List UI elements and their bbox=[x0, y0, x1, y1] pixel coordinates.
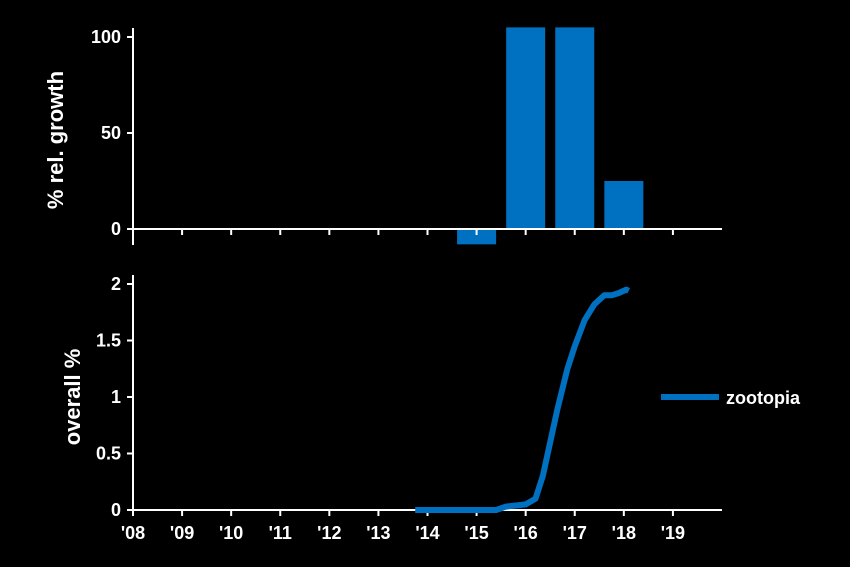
bottom-x-ticks: '08 '09 '10 '11 '12 '13 '14 '15 '16 '17 '18 '19 bbox=[121, 510, 685, 543]
legend: zootopia bbox=[661, 388, 801, 408]
top-y-tick-label-1: 50 bbox=[101, 123, 121, 143]
top-x-ticks bbox=[132, 229, 674, 235]
x-tick-label-2016: '16 bbox=[514, 523, 538, 543]
bottom-y-axis-title: overall % bbox=[60, 349, 85, 446]
bottom-y-tick-label-0: 0 bbox=[111, 500, 121, 520]
top-y-tick-label-2: 100 bbox=[91, 27, 121, 47]
relative-growth-panel: 0 50 100 % rel. growth bbox=[43, 27, 722, 245]
x-tick-label-2019: '19 bbox=[661, 523, 685, 543]
x-tick-label-2011: '11 bbox=[269, 523, 292, 543]
bottom-y-tick-label-3: 1.5 bbox=[96, 331, 121, 351]
bottom-y-tick-label-4: 2 bbox=[111, 274, 121, 294]
bottom-y-ticks: 0 0.5 1 1.5 2 bbox=[96, 274, 133, 520]
bar-2 bbox=[555, 27, 595, 230]
x-tick-label-2014: '14 bbox=[415, 523, 439, 543]
x-tick-label-2009: '09 bbox=[170, 523, 194, 543]
x-tick-label-2018: '18 bbox=[612, 523, 636, 543]
x-tick-label-2017: '17 bbox=[563, 523, 587, 543]
overall-percent-panel: 0 0.5 1 1.5 2 '08 '09 '10 '11 '12 '13 '14 '15 '16 '17… bbox=[60, 274, 722, 543]
top-y-ticks: 0 50 100 bbox=[91, 27, 133, 239]
bottom-y-tick-label-2: 1 bbox=[111, 387, 121, 407]
top-y-axis-title: % rel. growth bbox=[43, 71, 68, 209]
relative-growth-bars bbox=[457, 27, 644, 245]
series-line-zootopia bbox=[415, 286, 631, 513]
legend-label-zootopia: zootopia bbox=[726, 388, 801, 408]
bar-1 bbox=[506, 27, 546, 230]
x-tick-label-2012: '12 bbox=[317, 523, 341, 543]
x-tick-label-2008: '08 bbox=[121, 523, 145, 543]
bottom-y-tick-label-1: 0.5 bbox=[96, 444, 121, 464]
x-tick-label-2013: '13 bbox=[366, 523, 390, 543]
x-tick-label-2010: '10 bbox=[219, 523, 243, 543]
x-tick-label-2015: '15 bbox=[464, 523, 488, 543]
top-y-tick-label-0: 0 bbox=[111, 219, 121, 239]
bar-3 bbox=[604, 181, 644, 229]
bar-0 bbox=[457, 229, 497, 245]
